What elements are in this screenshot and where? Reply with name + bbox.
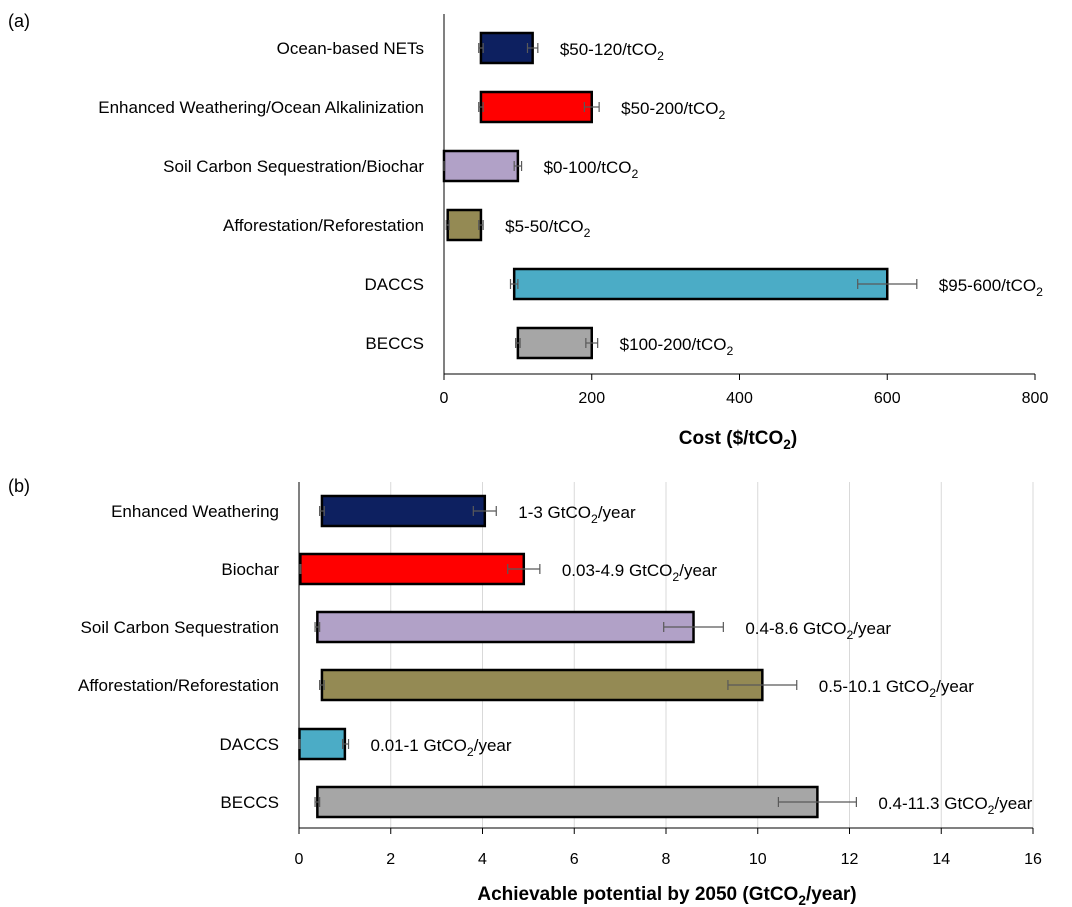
category-label: Enhanced Weathering/Ocean Alkalinization: [98, 98, 424, 117]
data-label: 0.01-1 GtCO2/year: [371, 736, 512, 759]
x-tick-label: 0: [295, 851, 304, 868]
data-label: 0.5-10.1 GtCO2/year: [819, 677, 975, 700]
x-tick-label: 600: [874, 390, 901, 407]
category-label: BECCS: [220, 793, 279, 812]
chart-panel-a: (a) 0 200 400 600 800 Cost ($/tCO2) Ocean-based…: [8, 11, 1048, 452]
panel-label: (a): [8, 11, 30, 31]
x-tick-label: 8: [662, 851, 671, 868]
bar: [320, 668, 764, 702]
x-tick-label: 200: [578, 390, 605, 407]
bar: [316, 610, 695, 644]
x-tick-label: 4: [478, 851, 487, 868]
category-label: Biochar: [221, 560, 279, 579]
x-axis-title: Achievable potential by 2050 (GtCO2/year…: [477, 884, 856, 907]
category-label: DACCS: [364, 275, 424, 294]
panel-label: (b): [8, 476, 30, 496]
data-label: $50-120/tCO2: [560, 40, 664, 63]
bar: [479, 31, 534, 65]
data-label: $0-100/tCO2: [544, 158, 639, 181]
bar: [316, 785, 819, 819]
x-tick-label: 12: [841, 851, 859, 868]
category-label: DACCS: [219, 735, 279, 754]
data-label: 0.4-8.6 GtCO2/year: [745, 619, 891, 642]
data-label: $5-50/tCO2: [505, 217, 590, 240]
data-label: $100-200/tCO2: [620, 335, 734, 358]
category-label: Enhanced Weathering: [111, 502, 279, 521]
bar: [298, 727, 347, 761]
category-label: Soil Carbon Sequestration: [81, 618, 279, 637]
chart-panel-b: (b) 0 2 4 6 8 10 12 14 16 Achievable potential by …: [8, 476, 1042, 907]
x-tick-label: 0: [440, 390, 449, 407]
x-axis-title: Cost ($/tCO2): [679, 428, 797, 452]
category-label: Soil Carbon Sequestration/Biochar: [163, 157, 424, 176]
data-label: 0.03-4.9 GtCO2/year: [562, 561, 718, 584]
bar: [516, 326, 593, 360]
x-tick-label: 6: [570, 851, 579, 868]
category-label: Afforestation/Reforestation: [223, 216, 424, 235]
bar: [320, 494, 487, 528]
data-label: 0.4-11.3 GtCO2/year: [878, 794, 1032, 817]
data-label: $95-600/tCO2: [939, 276, 1043, 299]
bar: [442, 149, 520, 183]
bar: [446, 208, 483, 242]
x-tick-label: 16: [1024, 851, 1042, 868]
x-tick-label: 400: [726, 390, 753, 407]
bar: [299, 552, 526, 586]
bar: [479, 90, 593, 124]
category-label: Afforestation/Reforestation: [78, 676, 279, 695]
x-tick-label: 2: [386, 851, 395, 868]
x-tick-label: 14: [932, 851, 950, 868]
category-label: Ocean-based NETs: [277, 39, 424, 58]
x-tick-label: 800: [1022, 390, 1049, 407]
category-label: BECCS: [365, 334, 424, 353]
data-label: 1-3 GtCO2/year: [518, 503, 636, 526]
x-tick-label: 10: [749, 851, 767, 868]
bar: [512, 267, 889, 301]
data-label: $50-200/tCO2: [621, 99, 725, 122]
